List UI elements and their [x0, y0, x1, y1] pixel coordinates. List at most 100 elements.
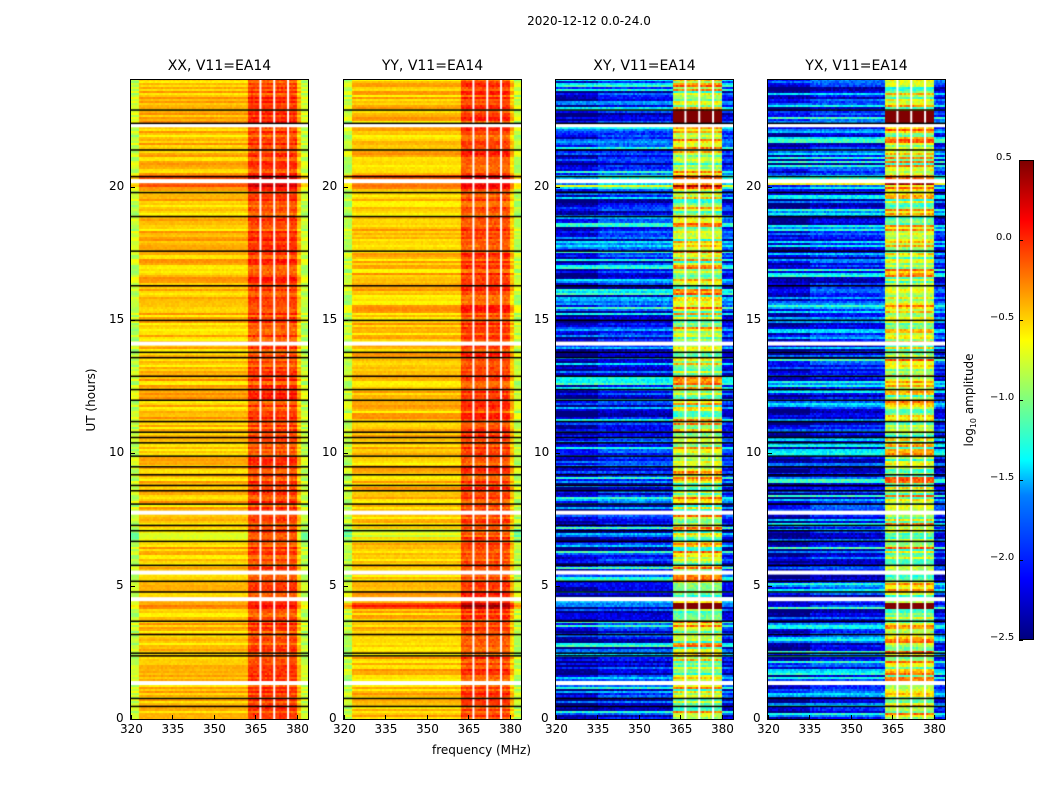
- y-tick-label: 10: [534, 444, 550, 459]
- y-tick-label: 15: [322, 311, 338, 326]
- heatmap-panel-xy: XY, V11=EA14: [555, 58, 734, 720]
- y-tick-mark: [344, 585, 348, 587]
- x-tick-label: 365: [457, 722, 481, 736]
- colorbar-label: log10 amplitude: [961, 353, 979, 447]
- x-tick-mark: [680, 715, 682, 719]
- y-tick-mark: [556, 585, 560, 587]
- colorbar-tick-label: −1.5: [990, 472, 1015, 483]
- y-tick-mark: [344, 452, 348, 454]
- x-tick-mark: [131, 715, 132, 719]
- y-tick-label: 10: [109, 444, 125, 459]
- x-tick-label: 365: [244, 722, 268, 736]
- x-tick-mark: [556, 715, 557, 719]
- heatmap-panel-xx: XX, V11=EA14: [130, 58, 309, 720]
- x-tick-label: 380: [710, 722, 734, 736]
- y-tick-mark: [344, 186, 348, 188]
- y-tick-mark: [344, 719, 348, 720]
- y-tick-label: 0: [329, 711, 337, 725]
- x-tick-label: 335: [586, 722, 610, 736]
- y-tick-label: 20: [534, 178, 550, 193]
- x-tick-label: 320: [333, 722, 356, 736]
- x-tick-label: 320: [120, 722, 143, 736]
- y-tick-mark: [131, 585, 135, 587]
- heatmap-image: [768, 80, 945, 719]
- y-tick-mark: [556, 186, 560, 188]
- x-tick-mark: [638, 715, 640, 719]
- y-tick-label: 20: [109, 178, 125, 193]
- x-tick-mark: [721, 715, 723, 719]
- y-axis-label: UT (hours): [84, 368, 98, 432]
- y-tick-label: 5: [753, 577, 761, 592]
- y-tick-mark: [131, 719, 135, 720]
- y-tick-label: 0: [541, 711, 549, 725]
- y-tick-mark: [768, 319, 772, 321]
- y-tick-mark: [768, 719, 772, 720]
- y-tick-label: 20: [322, 178, 338, 193]
- colorbar-tick-mark: [1019, 560, 1023, 561]
- panel-title: YX, V11=EA14: [805, 58, 908, 74]
- x-tick-label: 350: [202, 722, 226, 736]
- x-tick-mark: [768, 715, 769, 719]
- x-tick-mark: [385, 715, 387, 719]
- x-tick-label: 350: [415, 722, 439, 736]
- x-tick-label: 380: [922, 722, 946, 736]
- y-tick-mark: [131, 186, 135, 188]
- y-tick-label: 0: [116, 711, 124, 725]
- x-tick-mark: [509, 715, 511, 719]
- x-tick-mark: [213, 715, 215, 719]
- y-tick-mark: [768, 186, 772, 188]
- heatmap-image: [556, 80, 733, 719]
- x-tick-mark: [172, 715, 174, 719]
- y-tick-mark: [556, 719, 560, 720]
- x-tick-label: 335: [374, 722, 398, 736]
- colorbar-tick-label: −2.5: [990, 632, 1015, 643]
- y-tick-mark: [131, 319, 135, 321]
- x-tick-mark: [809, 715, 811, 719]
- y-tick-label: 15: [746, 311, 762, 326]
- heatmap-panel-yy: YY, V11=EA14: [343, 58, 522, 720]
- x-tick-mark: [892, 715, 894, 719]
- y-tick-mark: [556, 452, 560, 454]
- colorbar-tick-mark: [1019, 400, 1023, 401]
- x-tick-label: 365: [669, 722, 693, 736]
- panel-title: XY, V11=EA14: [593, 58, 696, 74]
- panel-title: XX, V11=EA14: [167, 58, 272, 74]
- colorbar-tick-label: 0.0: [996, 232, 1012, 243]
- y-tick-label: 5: [541, 577, 549, 592]
- colorbar-tick-label: −1.0: [990, 392, 1015, 403]
- x-axis-label: frequency (MHz): [432, 743, 532, 757]
- heatmap-image: [131, 80, 308, 719]
- y-tick-label: 15: [534, 311, 550, 326]
- y-tick-label: 5: [116, 577, 124, 592]
- colorbar-tick-mark: [1019, 160, 1023, 161]
- x-tick-label: 320: [757, 722, 780, 736]
- colorbar-tick-mark: [1019, 240, 1023, 241]
- y-tick-label: 0: [753, 711, 761, 725]
- heatmap-panel-yx: YX, V11=EA14: [767, 58, 946, 720]
- y-tick-label: 15: [109, 311, 125, 326]
- x-tick-label: 365: [881, 722, 905, 736]
- figure-title: 2020-12-12 0.0-24.0: [527, 14, 651, 28]
- y-tick-mark: [768, 452, 772, 454]
- x-tick-label: 350: [839, 722, 863, 736]
- colorbar-tick-label: −2.0: [990, 552, 1015, 563]
- heatmap-image: [344, 80, 521, 719]
- x-tick-label: 320: [545, 722, 568, 736]
- y-tick-mark: [344, 319, 348, 321]
- x-tick-mark: [296, 715, 298, 719]
- x-tick-label: 335: [161, 722, 185, 736]
- x-tick-mark: [255, 715, 257, 719]
- colorbar-tick-mark: [1019, 320, 1023, 321]
- x-tick-mark: [850, 715, 852, 719]
- panel-title: YY, V11=EA14: [381, 58, 484, 74]
- y-tick-label: 20: [746, 178, 762, 193]
- y-tick-mark: [131, 452, 135, 454]
- x-tick-label: 350: [627, 722, 651, 736]
- x-tick-mark: [468, 715, 470, 719]
- x-tick-label: 380: [498, 722, 522, 736]
- x-tick-label: 335: [798, 722, 822, 736]
- y-tick-label: 10: [746, 444, 762, 459]
- x-tick-mark: [426, 715, 428, 719]
- y-tick-mark: [768, 585, 772, 587]
